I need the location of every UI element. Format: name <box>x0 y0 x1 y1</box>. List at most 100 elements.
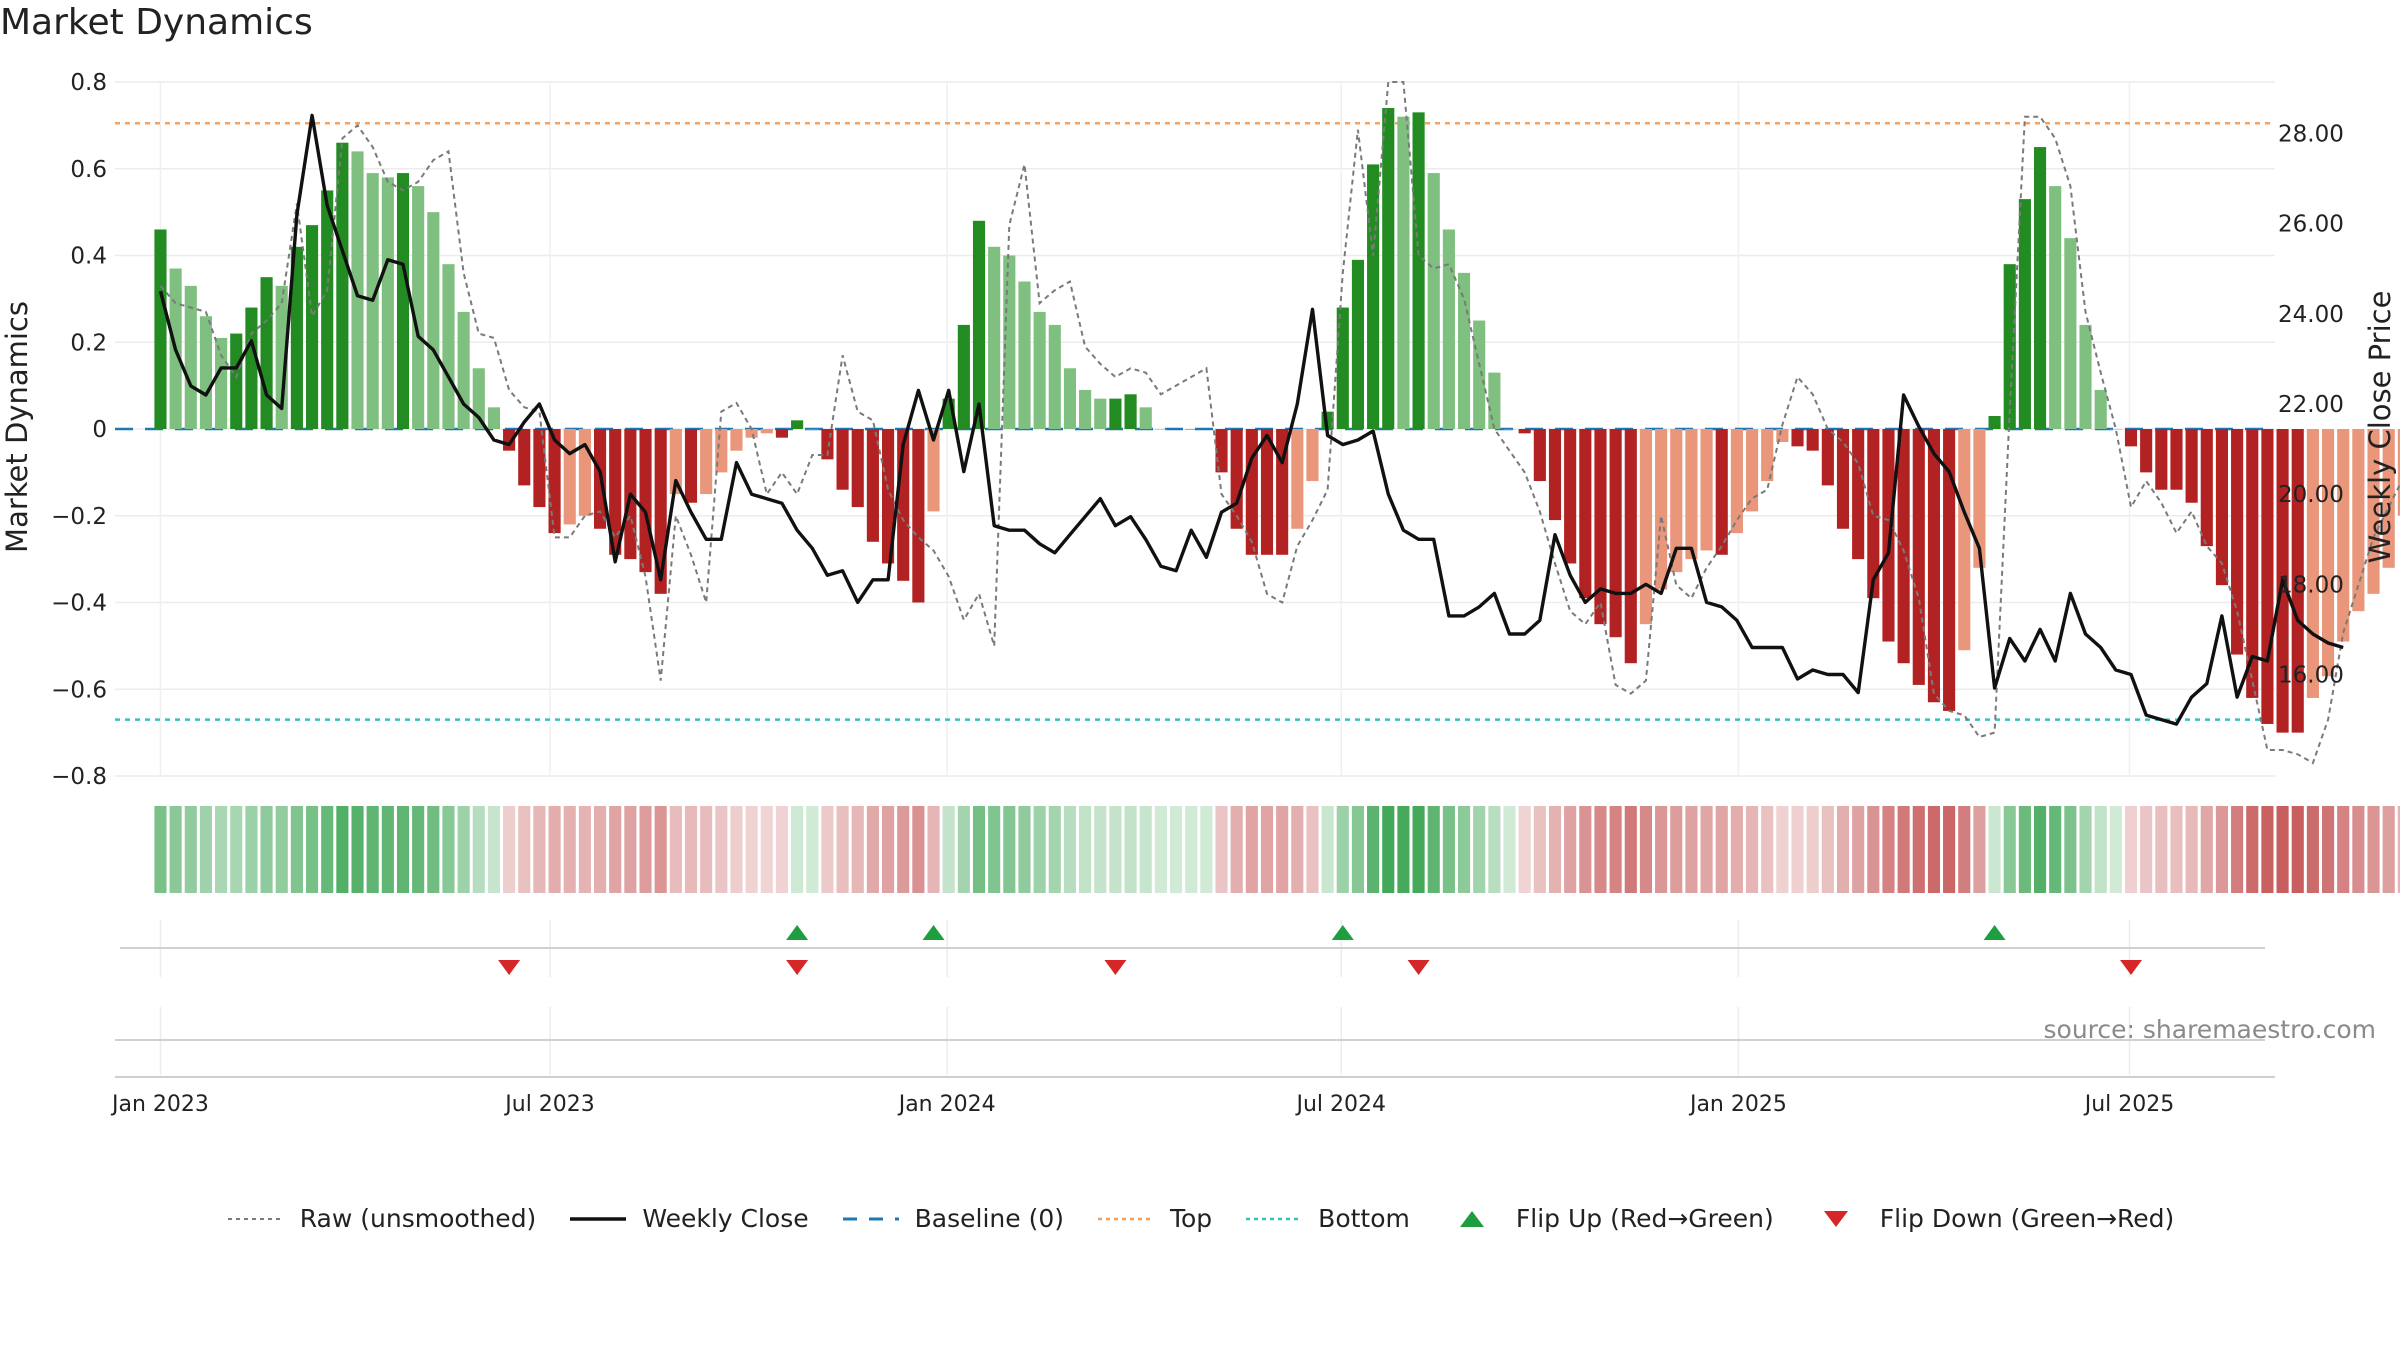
heat-cell <box>351 806 364 893</box>
heat-cell <box>1351 806 1365 893</box>
left-tick-label: 0.2 <box>70 330 107 356</box>
heat-cell <box>260 806 273 893</box>
heat-cell <box>1185 806 1198 893</box>
heat-cell <box>1063 806 1077 893</box>
heat-cell <box>775 806 789 893</box>
dynamics-bar <box>1260 429 1274 555</box>
heat-cell <box>1260 806 1274 893</box>
x-tick-label: Jul 2023 <box>503 1092 595 1117</box>
heat-cell <box>1973 806 1986 893</box>
dynamics-bar <box>2215 429 2229 586</box>
right-tick-label: 26.00 <box>2278 212 2344 238</box>
heat-cell <box>2049 806 2062 893</box>
flip-down-marker <box>1407 960 1430 975</box>
dynamics-bar <box>1624 429 1637 664</box>
legend-item: Flip Down (Green→Red) <box>1806 1204 2174 1233</box>
heat-cell <box>2079 806 2092 893</box>
dynamics-bar <box>2382 429 2395 568</box>
heat-cell <box>684 806 698 893</box>
flip-up-marker <box>1331 925 1354 940</box>
dynamics-bar <box>1715 429 1728 555</box>
heat-cell <box>1503 806 1516 893</box>
heat-cell <box>154 806 167 893</box>
heat-cell <box>1079 806 1092 893</box>
heat-cell <box>1230 806 1243 893</box>
heat-cell <box>745 806 758 893</box>
dynamics-bar <box>1048 324 1061 429</box>
dynamics-bar <box>2049 186 2062 429</box>
dynamics-bar <box>215 337 228 429</box>
weekly-close-line <box>158 113 2344 726</box>
left-tick-label: −0.2 <box>51 504 107 530</box>
dynamics-bar <box>1003 255 1016 429</box>
heat-cell <box>1018 806 1031 893</box>
heat-cell <box>275 806 288 893</box>
right-tick-label: 22.00 <box>2278 392 2344 418</box>
dynamics-bar <box>2094 389 2107 429</box>
dynamics-bar <box>1639 429 1653 625</box>
legend-label: Weekly Close <box>642 1204 809 1233</box>
legend-label: Raw (unsmoothed) <box>299 1204 537 1233</box>
dynamics-bar <box>684 429 698 503</box>
dynamics-bar <box>1397 116 1410 429</box>
dynamics-bar <box>1427 173 1440 429</box>
heat-cell <box>169 806 182 893</box>
dynamics-bar <box>760 429 773 434</box>
right-axis-label: Weekly Close Price <box>2363 291 2397 564</box>
heat-cell <box>1169 806 1183 893</box>
heat-cell <box>1397 806 1410 893</box>
legend-label: Baseline (0) <box>914 1204 1064 1233</box>
heat-cell <box>184 806 197 893</box>
heat-cell <box>881 806 895 893</box>
left-tick-label: 0 <box>92 417 107 443</box>
dynamics-bar <box>866 429 879 542</box>
heat-cell <box>290 806 303 893</box>
heat-cell <box>957 806 970 893</box>
heat-cell <box>1912 806 1925 893</box>
dynamics-bar <box>230 333 243 429</box>
heat-cell <box>1655 806 1668 893</box>
flip-up-marker <box>786 925 809 940</box>
flip-up-marker <box>922 925 945 940</box>
dynamics-bar <box>1564 429 1577 564</box>
heat-cell <box>472 806 485 893</box>
dynamics-bar <box>2246 429 2259 698</box>
heat-cell <box>442 806 455 893</box>
legend-item: Flip Up (Red→Green) <box>1442 1204 1774 1233</box>
flip-down-marker <box>1104 960 1127 975</box>
heat-cell <box>624 806 637 893</box>
heat-cell <box>381 806 394 893</box>
heat-cell <box>2109 806 2122 893</box>
dynamics-bar <box>1791 429 1804 447</box>
heat-cell <box>1382 806 1395 893</box>
dynamics-bar <box>957 324 970 429</box>
dynamics-bar <box>1124 394 1137 429</box>
dynamics-bar <box>988 246 1001 429</box>
dynamics-bar <box>972 220 986 429</box>
heat-cell <box>1548 806 1562 893</box>
regime-heat-strip <box>154 806 2400 893</box>
heat-cell <box>2306 806 2319 893</box>
right-tick-label: 28.00 <box>2278 121 2344 147</box>
flip-markers-panel <box>120 920 2265 977</box>
heat-cell <box>669 806 682 893</box>
heat-cell <box>1442 806 1455 893</box>
heat-cell <box>245 806 258 893</box>
dynamics-bar <box>1473 320 1486 429</box>
left-axis-label: Market Dynamics <box>0 301 34 553</box>
right-tick-label: 18.00 <box>2278 572 2344 598</box>
left-tick-label: −0.8 <box>51 764 107 790</box>
dynamics-bar <box>1761 429 1774 482</box>
dynamics-bar <box>639 429 652 573</box>
heat-cell <box>1427 806 1440 893</box>
dynamics-bar <box>745 429 758 438</box>
dynamics-bar <box>1306 429 1319 482</box>
heat-cell <box>927 806 940 893</box>
heat-cell <box>1533 806 1546 893</box>
x-tick-label: Jan 2025 <box>1688 1092 1787 1117</box>
heat-cell <box>1336 806 1349 893</box>
dynamics-bar <box>1806 429 1819 451</box>
heat-cell <box>1639 806 1653 893</box>
dynamics-bar <box>1745 429 1759 512</box>
